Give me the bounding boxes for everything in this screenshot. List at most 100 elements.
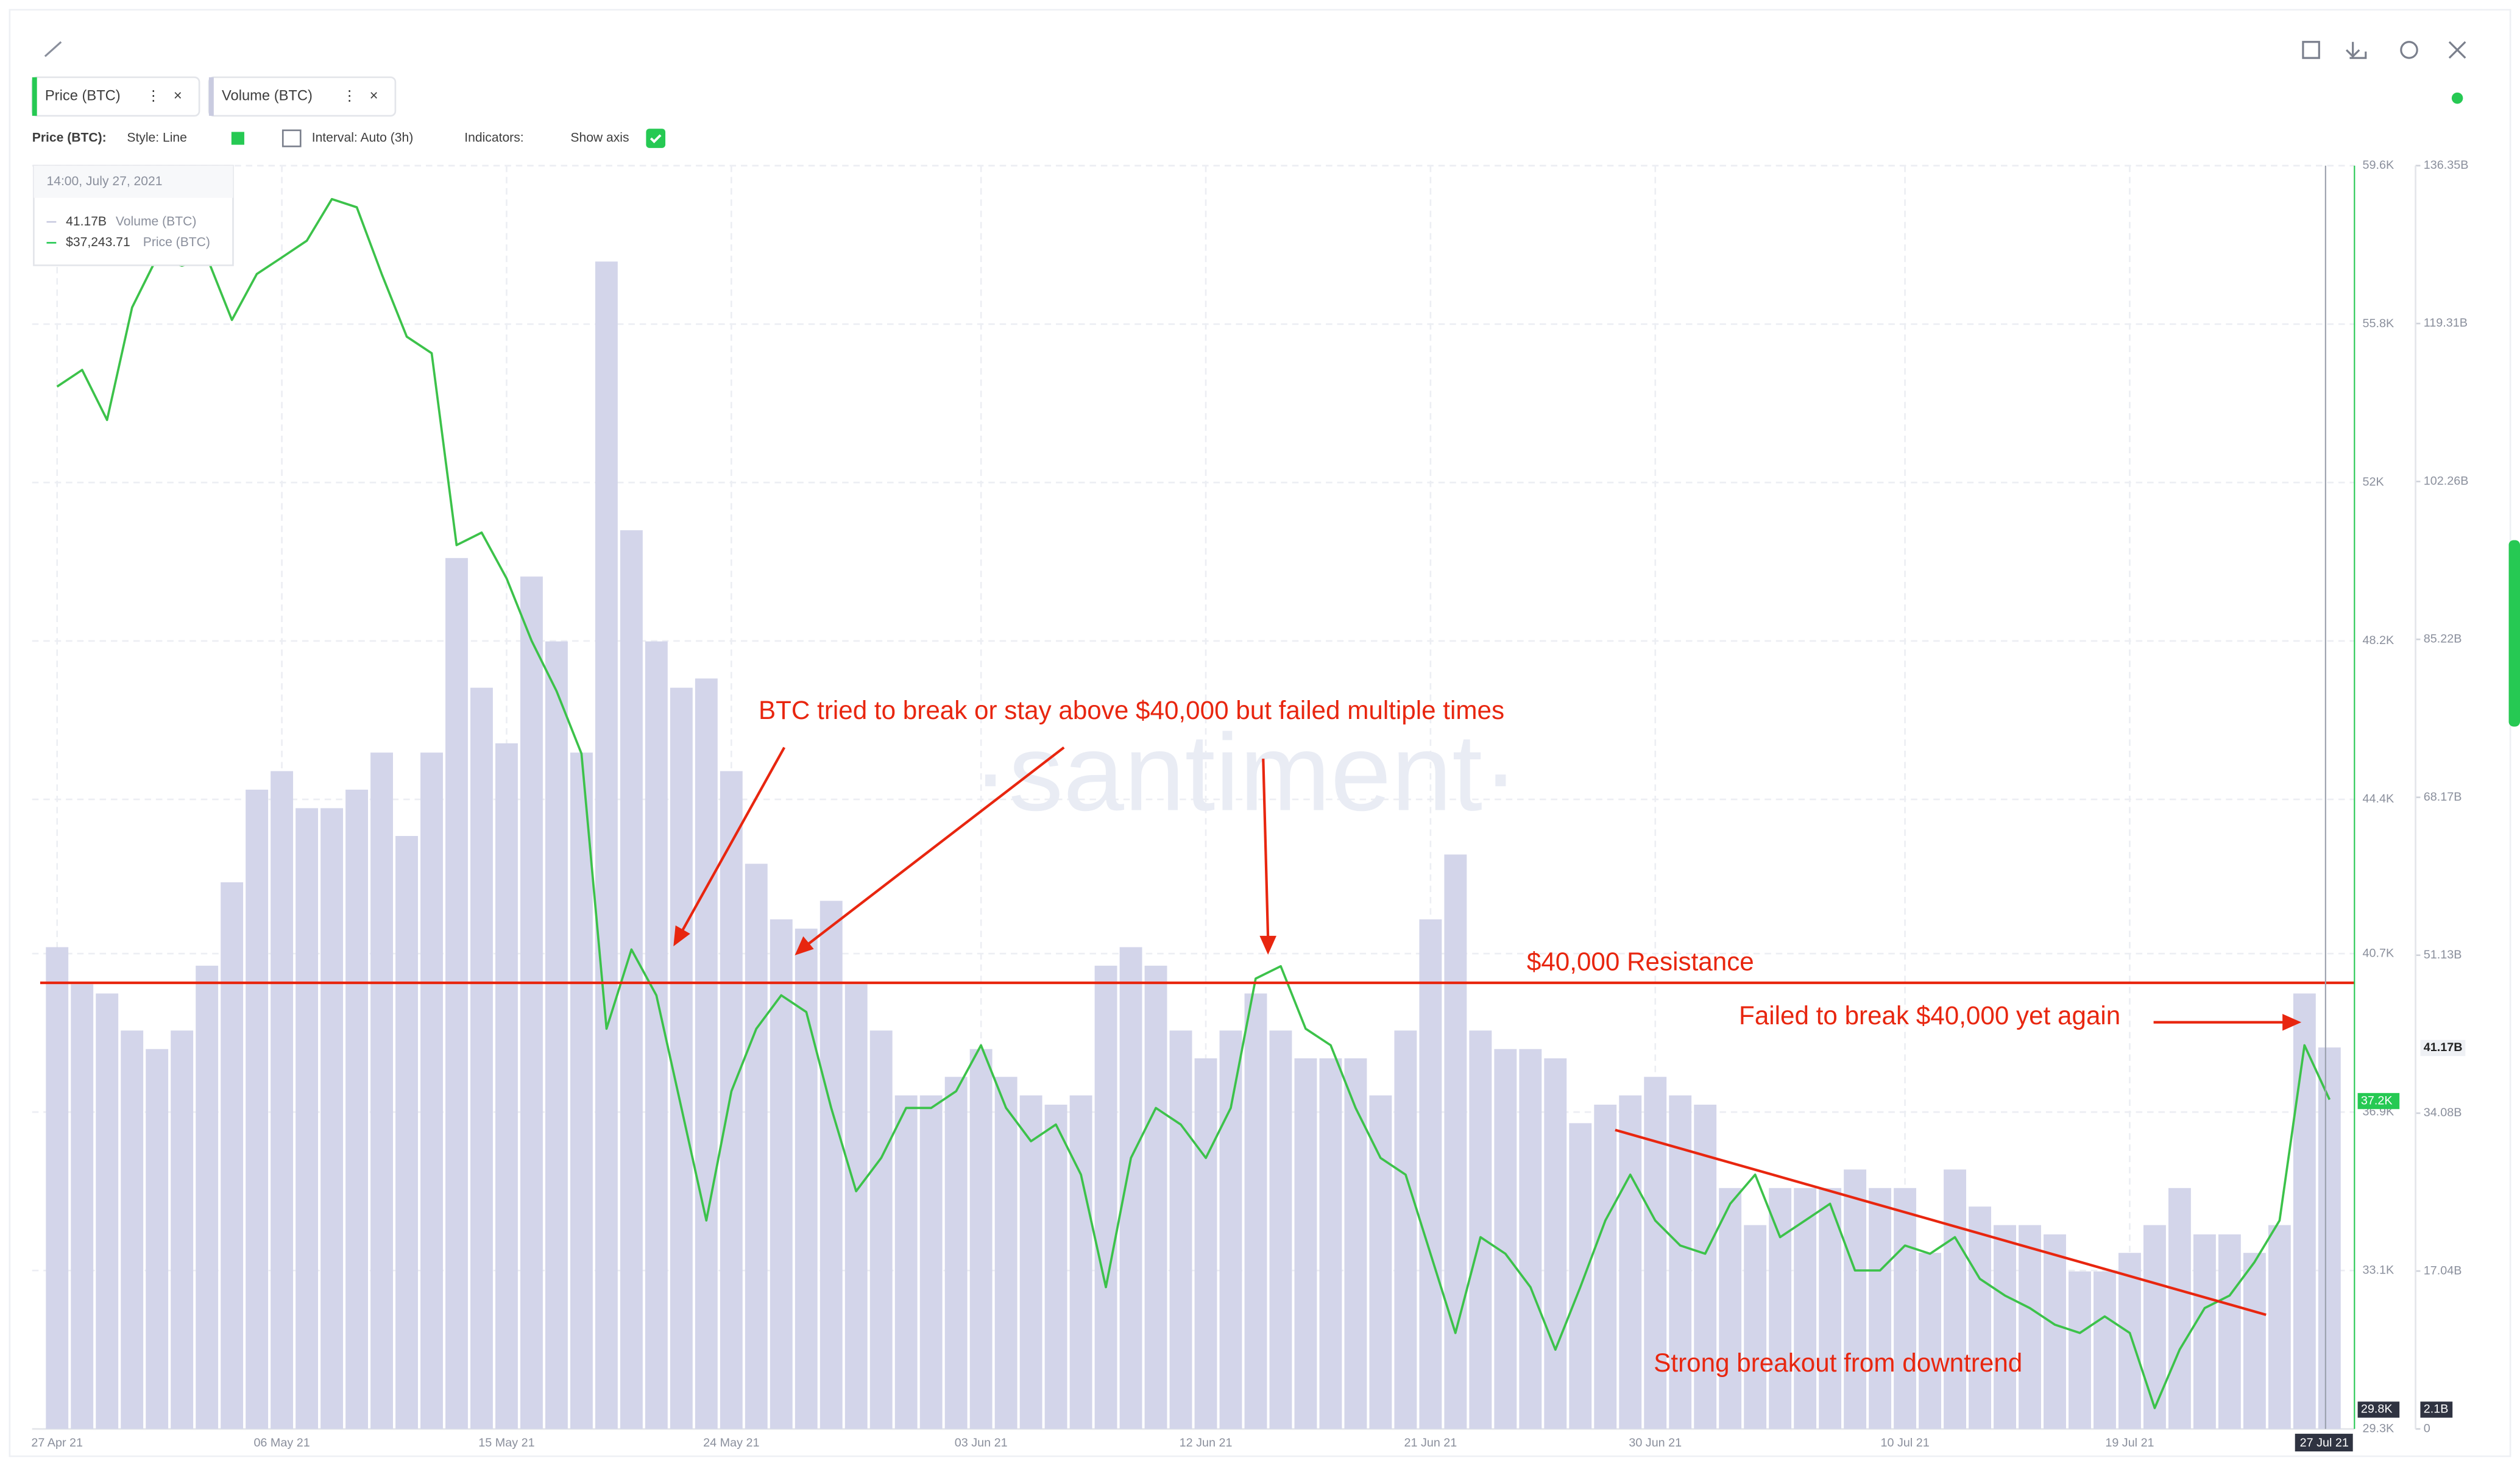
volume-bar (1394, 1030, 1417, 1429)
tab-menu[interactable]: ⋮ (342, 88, 357, 104)
volume-bar (1944, 1169, 1967, 1429)
volume-bar (46, 947, 69, 1429)
volume-bar (1219, 1030, 1242, 1429)
y-tick-label: 59.6K (2363, 158, 2394, 172)
volume-bar (795, 929, 818, 1429)
toolbar-icons (2302, 41, 2466, 59)
volume-bar (1619, 1095, 1642, 1429)
tooltip: 14:00, July 27, 2021 41.17B Volume (BTC)… (33, 165, 234, 266)
check (649, 134, 662, 144)
annotation: Failed to break $40,000 yet again (1739, 1001, 2120, 1030)
tab-close[interactable]: × (174, 88, 182, 104)
volume-bar (994, 1077, 1018, 1429)
volume-bar (2094, 1271, 2116, 1429)
y-tick-label: 55.8K (2363, 317, 2394, 330)
settings-icon[interactable] (2400, 41, 2418, 59)
download-icon[interactable] (2346, 41, 2367, 59)
volume-bar (645, 641, 668, 1429)
volume-bar (1344, 1058, 1367, 1429)
volume-bar (2318, 1047, 2341, 1429)
command-icon[interactable] (2302, 41, 2320, 59)
volume-bar (720, 771, 743, 1429)
indicators-select[interactable]: Indicators: (464, 131, 523, 145)
volume-bar (71, 984, 94, 1429)
volume-bar (96, 993, 119, 1429)
volume-bar (745, 863, 768, 1429)
y-tick-label: 33.1K (2363, 1263, 2394, 1277)
annotation: BTC tried to break or stay above $40,000… (759, 696, 1504, 724)
volume-bar (370, 752, 393, 1429)
price-line (56, 197, 2331, 1409)
tooltip-time: 14:00, July 27, 2021 (46, 174, 162, 188)
volume-bar (1794, 1188, 1817, 1429)
fullscreen-icon[interactable] (2448, 41, 2466, 59)
tab-label: Volume (BTC) (222, 88, 313, 104)
draw-icon[interactable] (44, 41, 62, 57)
x-tick-label: 12 Jun 21 (1180, 1436, 1233, 1450)
annotation-arrows (673, 746, 2302, 1316)
side-tab[interactable] (2508, 540, 2520, 727)
tooltip-name: Price (BTC) (143, 235, 210, 249)
volume-last-tag: 41.17B (2424, 1041, 2463, 1054)
volume-bar (495, 743, 518, 1429)
volume-bar (1319, 1058, 1342, 1429)
volume-bar (1869, 1188, 1892, 1429)
show-axis-label: Show axis (570, 131, 629, 145)
volume-bar (221, 882, 244, 1429)
tab-menu[interactable]: ⋮ (146, 88, 161, 104)
volume-bar (2019, 1225, 2041, 1429)
volume-bar (1019, 1095, 1042, 1429)
volume-bar (969, 1049, 993, 1429)
volume-bar (570, 752, 593, 1429)
annotation: $40,000 Resistance (1527, 947, 1754, 976)
tab-label: Price (BTC) (45, 88, 121, 104)
tab[interactable]: Price (BTC) ⋮ × (31, 76, 200, 117)
volume-bar (869, 1030, 893, 1429)
volume-bar (2193, 1234, 2216, 1429)
x-tick-label: 15 May 21 (478, 1436, 534, 1450)
volume-bar (545, 641, 568, 1429)
tab-close[interactable]: × (370, 88, 378, 104)
volume-bar (1644, 1077, 1667, 1429)
volume-bar (2118, 1253, 2141, 1429)
volume-bar (1244, 993, 1267, 1429)
plot (32, 165, 2355, 1430)
volume-bar (595, 261, 618, 1429)
volume-bar (2218, 1234, 2241, 1429)
style-select[interactable]: Style: Line (127, 131, 187, 145)
calendar-icon (281, 129, 302, 147)
x-tick-label: 27 Apr 21 (31, 1436, 83, 1450)
volume-bar (695, 678, 718, 1429)
y2-tick-label: 51.13B (2424, 948, 2462, 961)
volume-bar (146, 1049, 169, 1429)
volume-bar (1044, 1104, 1067, 1429)
volume-bar (844, 984, 868, 1429)
volume-bar (2268, 1225, 2291, 1429)
x-tick-label: 06 May 21 (253, 1436, 310, 1450)
annotation: Strong breakout from downtrend (1654, 1348, 2022, 1377)
volume-bar (271, 771, 294, 1429)
volume-bar (345, 789, 368, 1429)
volume-bar (1544, 1058, 1567, 1429)
x-tick-label: 03 Jun 21 (955, 1436, 1008, 1450)
volume-bar (520, 576, 543, 1429)
tab[interactable]: Volume (BTC) ⋮ × (208, 76, 397, 117)
volume-bar (121, 1030, 144, 1429)
interval-select[interactable]: Interval: Auto (3h) (312, 131, 414, 145)
y2-tick-label: 102.26B (2424, 474, 2469, 487)
x-tick-label: 10 Jul 21 (1880, 1436, 1929, 1450)
status-dot (2451, 92, 2463, 104)
volume-bar (1294, 1058, 1317, 1429)
tooltip-name: Volume (BTC) (116, 214, 196, 228)
volume-bar (1419, 919, 1442, 1429)
color-select[interactable] (231, 132, 244, 145)
volume-low-tag: 2.1B (2424, 1403, 2449, 1416)
volume-bar (1094, 965, 1117, 1429)
volume-bar (919, 1095, 943, 1429)
settings-label: Price (BTC): (32, 131, 107, 145)
x-tick-label: 21 Jun 21 (1404, 1436, 1457, 1450)
volume-bar (2293, 993, 2316, 1429)
y2-tick-label: 119.31B (2424, 316, 2468, 330)
volume-bar (1819, 1188, 1842, 1429)
y2-tick-label: 136.35B (2424, 158, 2469, 172)
